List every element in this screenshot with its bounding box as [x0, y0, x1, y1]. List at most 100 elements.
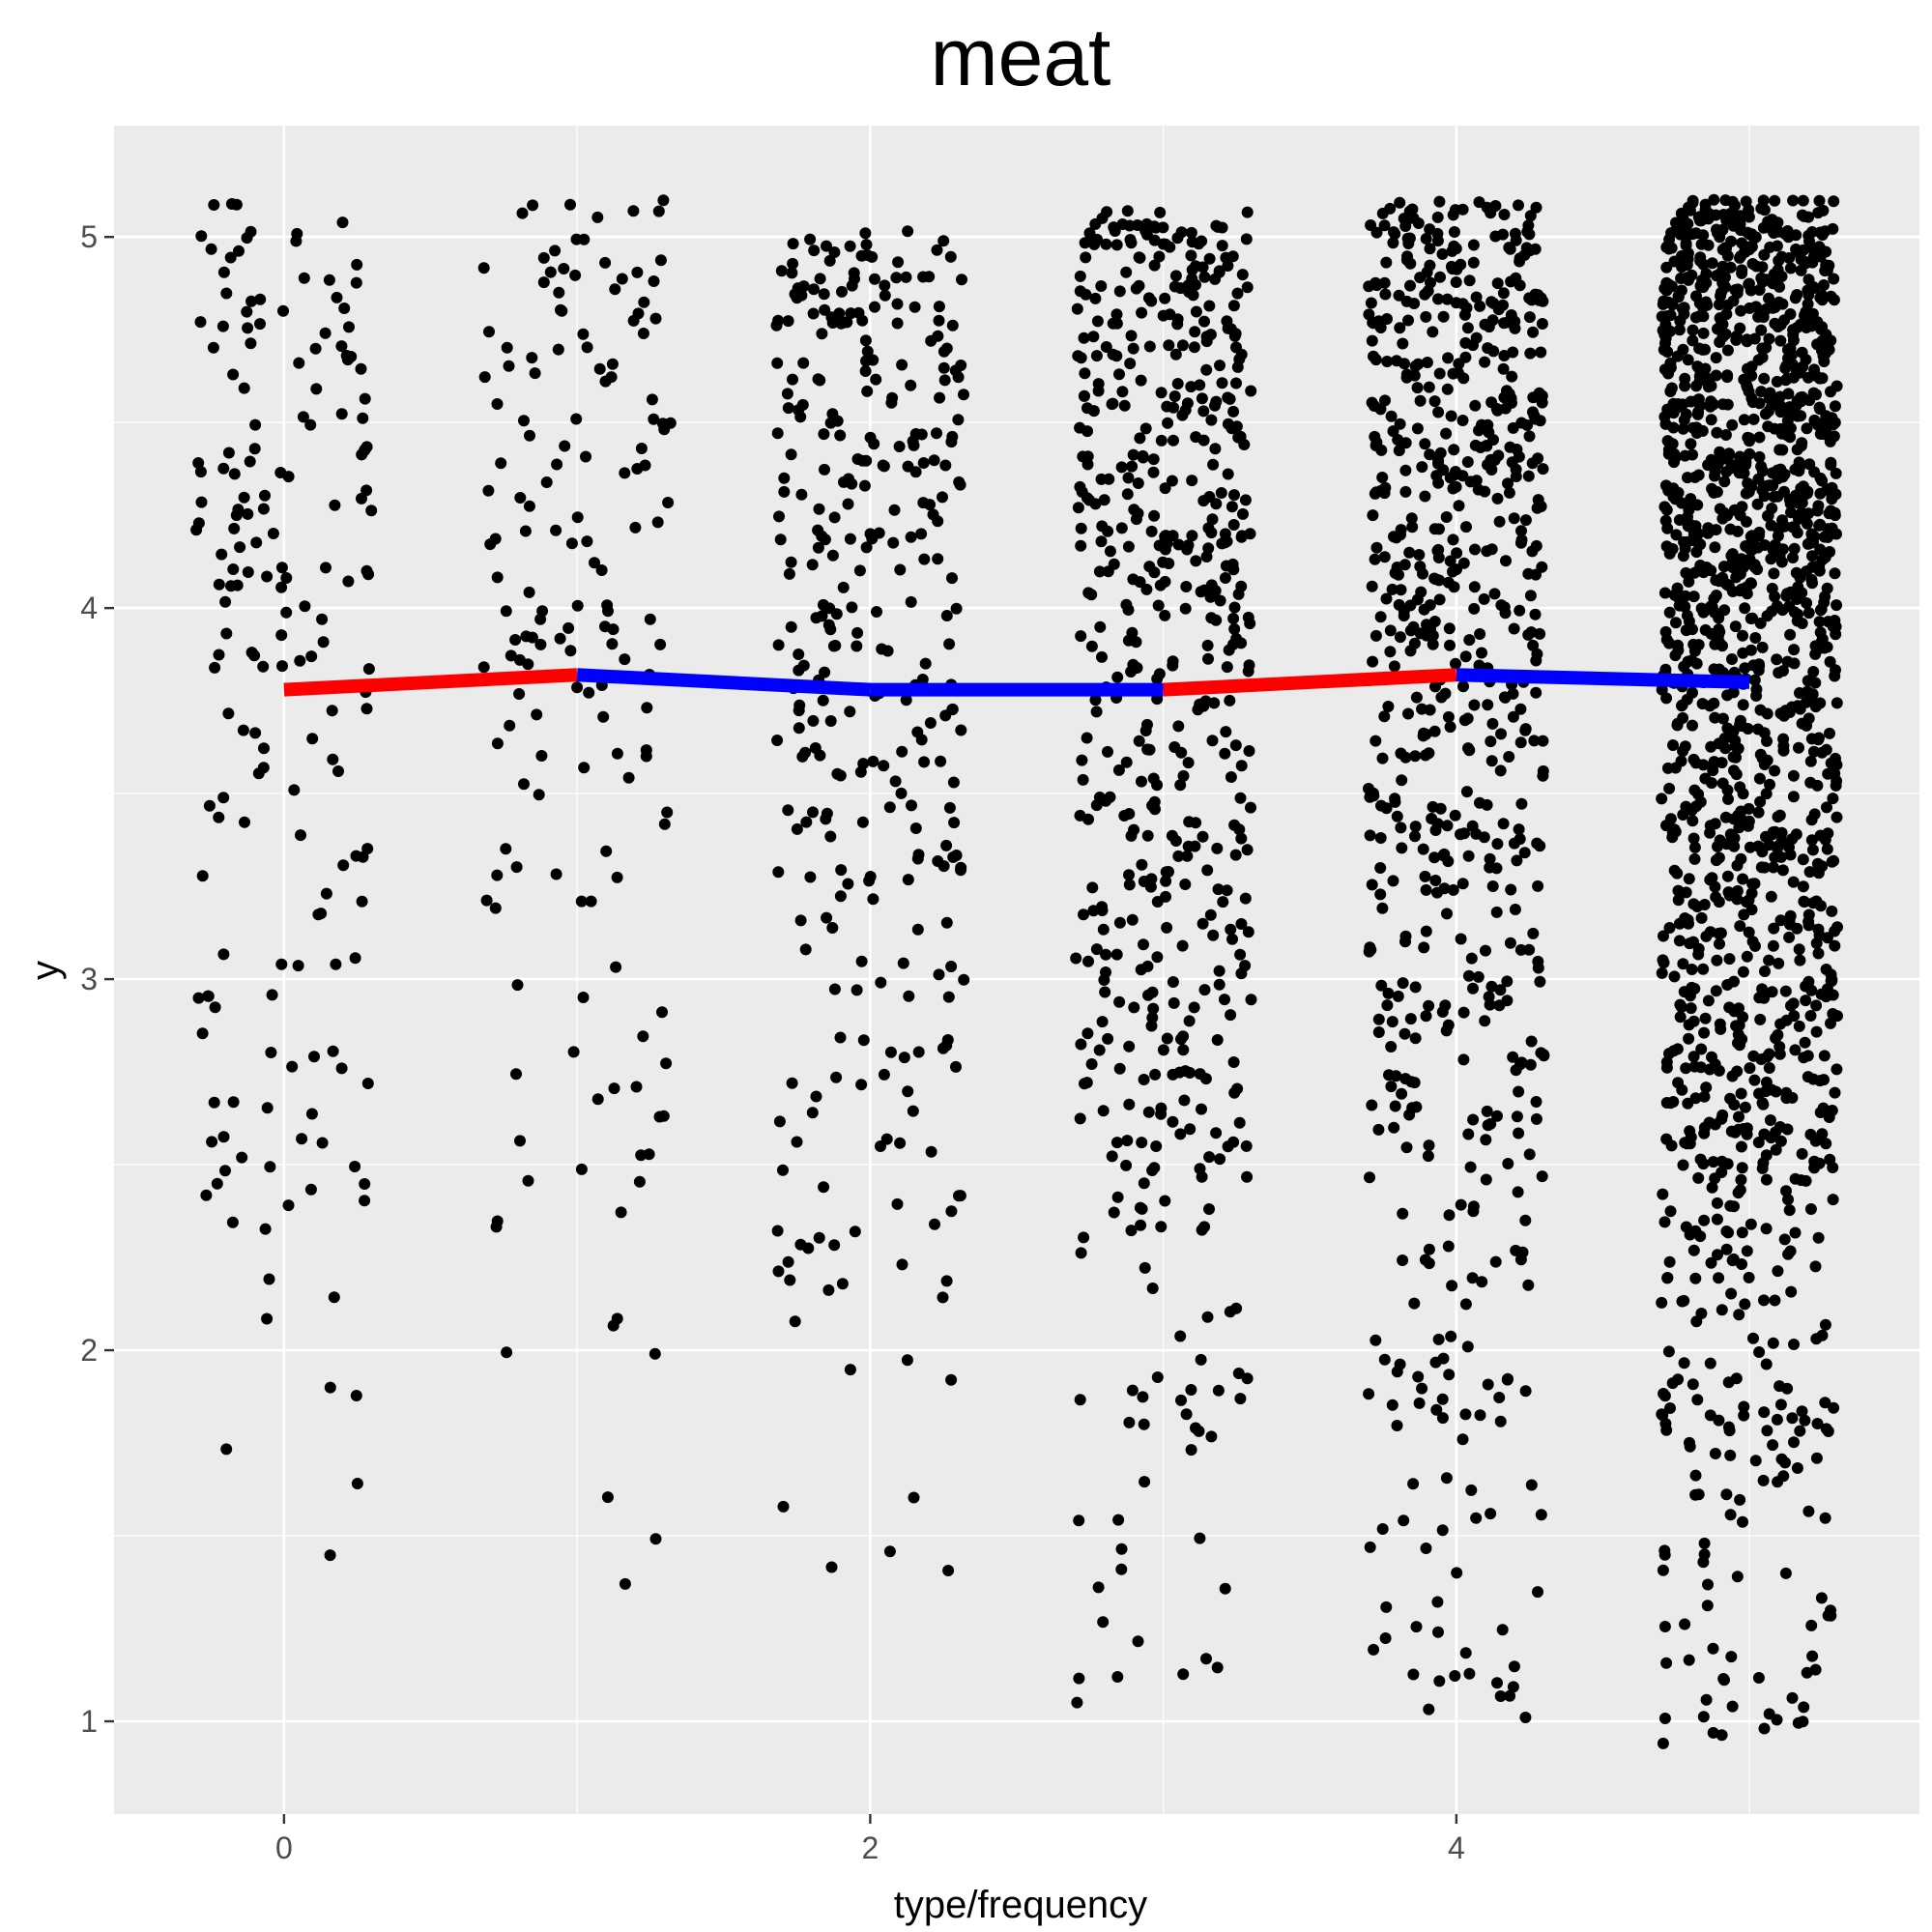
data-point [1436, 1524, 1449, 1537]
data-point [1726, 418, 1739, 431]
data-point [1409, 830, 1421, 843]
data-point [1462, 850, 1475, 862]
data-point [1381, 356, 1394, 367]
data-point [571, 511, 584, 524]
data-point [316, 613, 329, 625]
data-point [791, 1136, 803, 1148]
data-point [305, 1108, 318, 1120]
data-point [1503, 486, 1515, 499]
data-point [1784, 262, 1797, 274]
data-point [1771, 240, 1783, 252]
data-point [1110, 1137, 1123, 1149]
data-point [1210, 395, 1223, 408]
data-point [1680, 566, 1692, 579]
data-point [1736, 264, 1748, 276]
data-point [772, 866, 785, 879]
data-point [784, 1274, 796, 1286]
data-point [1125, 237, 1138, 249]
data-point [611, 871, 623, 883]
data-point [1808, 808, 1821, 821]
data-point [1826, 493, 1838, 505]
data-point [242, 322, 254, 334]
data-point [1090, 943, 1103, 956]
data-point [1127, 573, 1139, 586]
data-point [1142, 1106, 1155, 1118]
data-point [1685, 1002, 1697, 1015]
data-point [1775, 1453, 1788, 1465]
data-point [1663, 922, 1676, 934]
data-point [578, 233, 591, 245]
data-point [1736, 1162, 1748, 1174]
data-point [1812, 207, 1825, 219]
data-point [1678, 414, 1690, 426]
data-point [1113, 285, 1126, 298]
data-point [1512, 1186, 1524, 1198]
data-point [1104, 545, 1116, 558]
data-point [1214, 594, 1226, 607]
data-point [1699, 772, 1712, 785]
data-point [1120, 266, 1133, 278]
data-point [809, 742, 822, 754]
data-point [1735, 1140, 1747, 1153]
data-point [786, 267, 798, 279]
data-point [1174, 1330, 1187, 1342]
data-point [1087, 331, 1100, 343]
data-point [1410, 1621, 1423, 1633]
data-point [1486, 717, 1499, 730]
data-point [1113, 916, 1126, 929]
data-point [1076, 754, 1088, 766]
data-point [1511, 1110, 1523, 1123]
data-point [1658, 1388, 1670, 1399]
data-point [1509, 904, 1521, 915]
data-point [254, 318, 266, 331]
data-point [1485, 1508, 1497, 1520]
data-point [1168, 401, 1180, 414]
data-point [1168, 434, 1179, 447]
data-point [848, 267, 860, 279]
data-point [1530, 686, 1543, 699]
data-point [1491, 838, 1504, 851]
data-point [637, 1030, 649, 1043]
data-point [192, 517, 205, 530]
data-point [653, 1110, 666, 1123]
data-point [1763, 332, 1775, 345]
data-point [335, 408, 348, 420]
data-point [513, 653, 526, 666]
data-point [1803, 235, 1815, 247]
data-point [818, 288, 830, 301]
data-point [1802, 675, 1814, 687]
data-point [356, 448, 368, 461]
data-point [640, 750, 652, 763]
data-point [619, 1577, 631, 1590]
data-point [1769, 539, 1780, 552]
data-point [1679, 590, 1691, 602]
data-point [1763, 1708, 1775, 1720]
data-point [897, 957, 909, 969]
plot-panel [114, 126, 1919, 1814]
data-point [1683, 504, 1695, 516]
data-point [1660, 1424, 1673, 1436]
data-point [1719, 328, 1732, 340]
data-point [1375, 444, 1388, 456]
data-point [1752, 806, 1765, 819]
data-point [826, 549, 839, 562]
data-point [1528, 735, 1541, 747]
data-point [1831, 380, 1843, 392]
data-point [357, 412, 369, 424]
data-point [206, 1136, 218, 1148]
data-point [1381, 999, 1394, 1012]
data-point [1782, 388, 1795, 400]
data-point [1682, 472, 1693, 484]
data-point [359, 1195, 371, 1207]
data-point [1721, 870, 1734, 882]
data-point [1128, 504, 1140, 516]
data-point [1171, 378, 1184, 389]
data-point [1683, 575, 1695, 588]
data-point [771, 735, 784, 746]
data-point [1378, 1353, 1391, 1366]
data-point [1154, 206, 1167, 218]
data-point [1745, 577, 1757, 590]
data-point [1437, 310, 1450, 323]
data-point [1205, 1430, 1218, 1443]
